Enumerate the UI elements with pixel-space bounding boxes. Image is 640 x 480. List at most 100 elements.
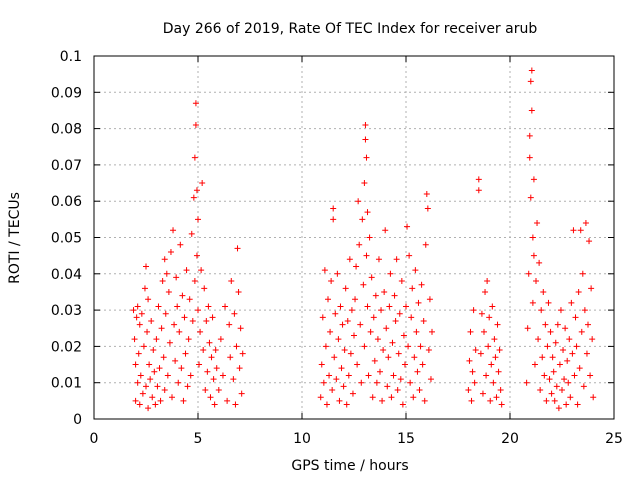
data-point bbox=[138, 310, 145, 317]
data-point bbox=[477, 350, 484, 357]
data-point bbox=[371, 357, 378, 364]
data-point bbox=[401, 361, 408, 368]
data-point bbox=[199, 180, 206, 187]
data-point bbox=[365, 372, 372, 379]
data-point bbox=[348, 307, 355, 314]
data-point bbox=[398, 278, 405, 285]
data-point bbox=[193, 252, 200, 259]
data-point bbox=[209, 314, 216, 321]
data-point bbox=[352, 296, 359, 303]
data-point bbox=[363, 252, 370, 259]
data-point bbox=[548, 390, 555, 397]
data-point bbox=[322, 343, 329, 350]
data-point bbox=[562, 325, 569, 332]
data-point bbox=[559, 386, 565, 393]
data-point bbox=[488, 361, 495, 368]
data-point bbox=[188, 230, 195, 237]
data-point bbox=[356, 241, 363, 248]
data-point bbox=[526, 154, 533, 161]
data-point bbox=[426, 296, 433, 303]
data-point bbox=[131, 336, 138, 343]
y-tick-label: 0.09 bbox=[51, 85, 82, 101]
data-point bbox=[175, 379, 182, 386]
data-point bbox=[471, 379, 478, 386]
data-point bbox=[383, 325, 390, 332]
x-tick-label: 15 bbox=[397, 431, 415, 447]
data-point bbox=[571, 372, 578, 379]
data-point bbox=[327, 328, 334, 335]
data-point bbox=[540, 288, 547, 295]
data-point bbox=[150, 347, 157, 354]
data-point bbox=[378, 307, 385, 314]
data-point bbox=[232, 401, 239, 408]
data-point bbox=[465, 386, 472, 393]
data-point bbox=[589, 336, 596, 343]
data-point bbox=[385, 354, 392, 361]
data-point bbox=[200, 347, 207, 354]
data-points bbox=[130, 67, 597, 412]
data-point bbox=[226, 321, 233, 328]
data-point bbox=[377, 368, 383, 375]
data-point bbox=[154, 383, 161, 390]
data-point bbox=[192, 121, 199, 128]
data-point bbox=[334, 270, 341, 277]
data-point bbox=[422, 241, 429, 248]
data-point bbox=[186, 296, 193, 303]
data-point bbox=[132, 361, 139, 368]
data-point bbox=[172, 357, 179, 364]
data-point bbox=[553, 383, 560, 390]
data-point bbox=[145, 296, 152, 303]
data-point bbox=[134, 303, 141, 310]
data-point bbox=[342, 285, 349, 292]
y-tick-label: 0.1 bbox=[60, 49, 82, 65]
y-tick-label: 0.07 bbox=[51, 158, 82, 174]
data-point bbox=[159, 278, 166, 285]
data-point bbox=[190, 194, 197, 201]
data-point bbox=[576, 365, 583, 372]
data-point bbox=[351, 332, 357, 339]
data-point bbox=[337, 303, 344, 310]
data-point bbox=[177, 241, 184, 248]
x-tick-label: 0 bbox=[90, 431, 99, 447]
data-point bbox=[167, 249, 174, 256]
data-point bbox=[318, 361, 325, 368]
data-point bbox=[140, 343, 147, 350]
data-point bbox=[233, 343, 240, 350]
data-point bbox=[582, 219, 589, 226]
data-point bbox=[389, 339, 396, 346]
data-point bbox=[370, 314, 377, 321]
data-point bbox=[529, 299, 536, 306]
data-point bbox=[403, 303, 409, 310]
data-point bbox=[193, 187, 200, 194]
data-point bbox=[408, 314, 415, 321]
data-point bbox=[533, 278, 539, 285]
data-point bbox=[230, 376, 237, 383]
data-point bbox=[333, 376, 340, 383]
data-point bbox=[375, 256, 382, 263]
data-point bbox=[183, 267, 190, 274]
data-point bbox=[136, 401, 143, 408]
data-point bbox=[416, 386, 423, 393]
data-point bbox=[382, 227, 389, 234]
data-point bbox=[566, 336, 573, 343]
data-point bbox=[549, 354, 556, 361]
data-point bbox=[179, 292, 186, 299]
data-point bbox=[338, 365, 345, 372]
data-point bbox=[321, 267, 328, 274]
data-point bbox=[486, 314, 493, 321]
data-point bbox=[160, 354, 167, 361]
data-point bbox=[145, 405, 152, 412]
data-point bbox=[567, 394, 574, 401]
data-point bbox=[417, 343, 424, 350]
data-point bbox=[491, 336, 498, 343]
data-point bbox=[528, 67, 535, 74]
data-point bbox=[546, 376, 553, 383]
data-point bbox=[487, 397, 494, 404]
data-point bbox=[349, 390, 356, 397]
data-point bbox=[538, 307, 545, 314]
data-point bbox=[585, 321, 591, 328]
axis-ticks: 0 0.01 0.02 0.03 0.04 0.05 0.06 0.07 0.08 0.09 0.1… bbox=[51, 49, 623, 447]
data-point bbox=[534, 219, 541, 226]
data-point bbox=[545, 299, 552, 306]
